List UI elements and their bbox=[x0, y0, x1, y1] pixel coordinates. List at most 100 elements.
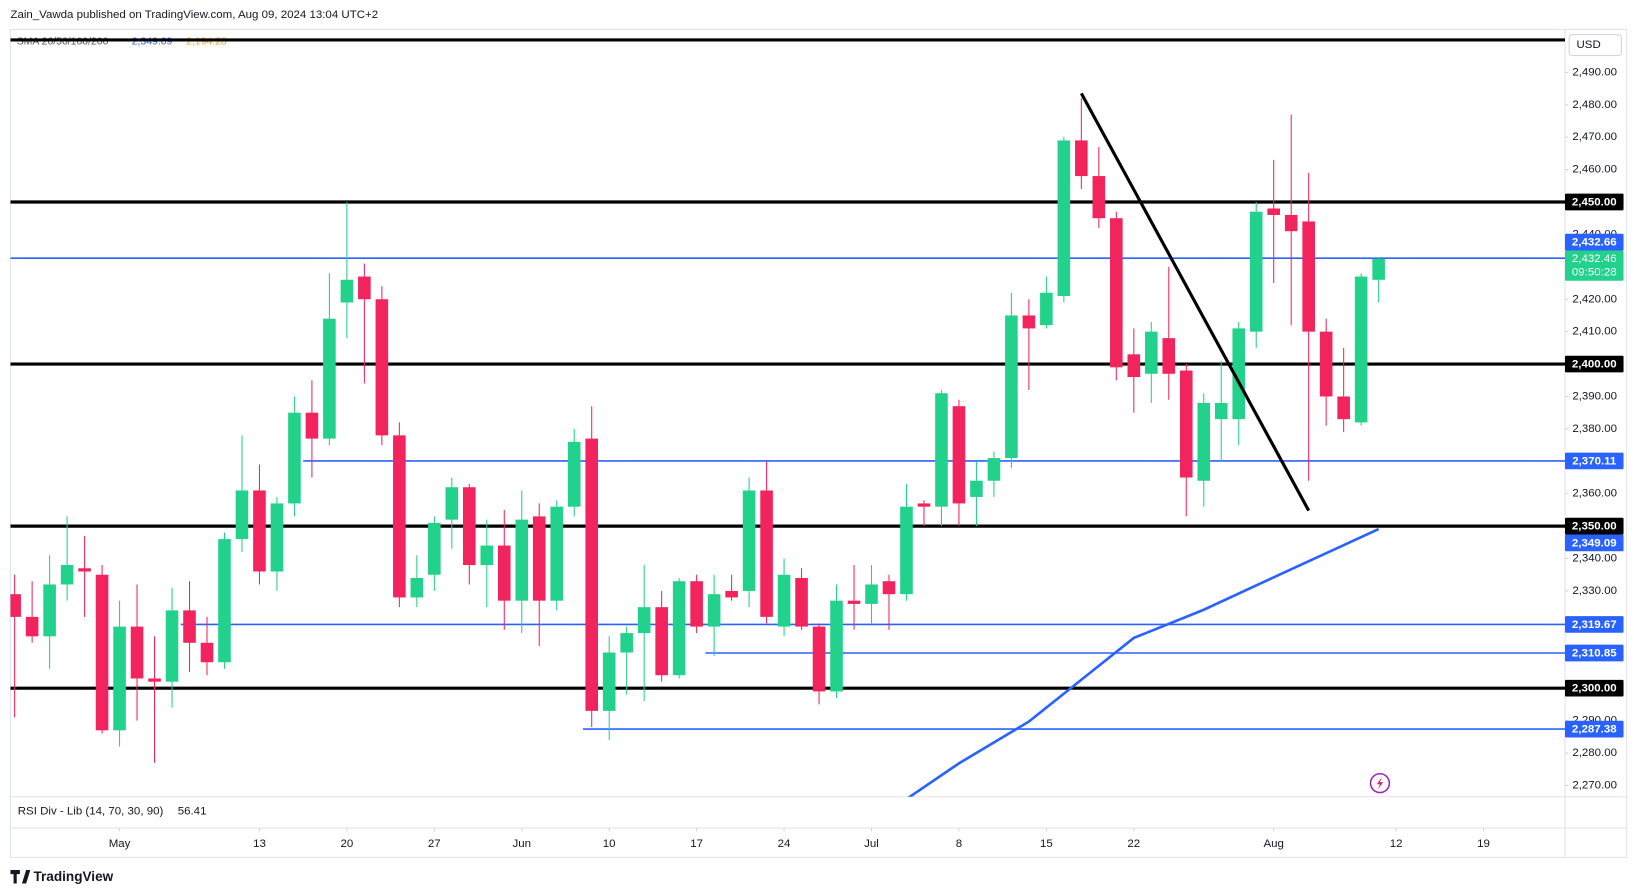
candle-body bbox=[480, 545, 494, 566]
candle-body bbox=[445, 487, 459, 520]
candle-body bbox=[1302, 221, 1315, 332]
y-tick-label: 2,340.00 bbox=[1572, 553, 1617, 565]
footer-logo: TradingView bbox=[10, 869, 114, 884]
candle-body bbox=[952, 406, 966, 504]
brand: TradingView bbox=[33, 869, 113, 884]
sub-pane-title: RSI Div - Lib (14, 70, 30, 90) bbox=[18, 805, 164, 817]
candle-body bbox=[865, 584, 878, 604]
level-tag: 2,432.66 bbox=[1572, 237, 1617, 249]
y-tick-label: 2,360.00 bbox=[1572, 488, 1617, 500]
candle-body bbox=[795, 577, 808, 627]
x-tick-label: 15 bbox=[1040, 838, 1053, 850]
y-tick-label: 2,490.00 bbox=[1572, 66, 1617, 78]
candle-body bbox=[358, 276, 371, 300]
candle-body bbox=[375, 299, 389, 436]
x-tick-label: Jun bbox=[512, 838, 531, 850]
candle-body bbox=[970, 480, 983, 497]
currency: USD bbox=[1577, 39, 1601, 51]
y-tick-label: 2,470.00 bbox=[1572, 131, 1617, 143]
candle-body bbox=[235, 490, 249, 540]
level-tag: 2,319.67 bbox=[1572, 619, 1617, 631]
level-tag: 2,350.00 bbox=[1572, 521, 1617, 533]
candle-body bbox=[323, 318, 336, 439]
candle-body bbox=[410, 577, 424, 598]
candle-body bbox=[567, 441, 581, 507]
indicator-legend: SMA 20/50/100/200 2,349.09 2,194.28 bbox=[17, 37, 227, 48]
candle-body bbox=[900, 506, 913, 595]
candle-body bbox=[1372, 258, 1385, 280]
level-tag-box bbox=[1565, 679, 1624, 697]
candle-body bbox=[725, 590, 738, 598]
candle-body bbox=[1179, 370, 1193, 478]
x-tick-label: 17 bbox=[690, 838, 703, 850]
candle-body bbox=[935, 393, 948, 507]
y-tick-label: 2,420.00 bbox=[1572, 293, 1617, 305]
candle-body bbox=[200, 642, 214, 663]
level-tag: 2,287.38 bbox=[1572, 724, 1617, 736]
candle-body bbox=[1162, 338, 1176, 374]
last-price-box bbox=[1565, 250, 1624, 281]
level-tag: 2,450.00 bbox=[1572, 197, 1617, 209]
candle-body bbox=[1267, 208, 1281, 215]
logo-mark bbox=[10, 869, 31, 884]
level-tag: 2,400.00 bbox=[1572, 359, 1617, 371]
indicator-value: 2,194.28 bbox=[186, 37, 227, 48]
indicator-name: SMA 20/50/100/200 bbox=[17, 37, 109, 48]
candle-body bbox=[882, 581, 896, 595]
candle-body bbox=[113, 626, 126, 731]
x-tick-label: 13 bbox=[253, 838, 266, 850]
candle-body bbox=[777, 574, 791, 627]
candle-body bbox=[165, 610, 179, 682]
candle-body bbox=[253, 490, 266, 572]
currency-box[interactable] bbox=[1568, 34, 1622, 57]
sma-tag: 2,349.09 bbox=[1572, 537, 1617, 549]
candle-body bbox=[393, 435, 406, 598]
x-tick-label: Jul bbox=[864, 838, 879, 850]
plot-area bbox=[10, 38, 1566, 797]
y-tick-label: 2,410.00 bbox=[1572, 326, 1617, 338]
level-tag-box bbox=[1565, 517, 1624, 535]
candle-body bbox=[1005, 315, 1018, 459]
candle-body bbox=[532, 516, 546, 601]
candle-body bbox=[1057, 140, 1071, 296]
alert-icon[interactable] bbox=[1369, 772, 1391, 794]
candle-body bbox=[1249, 211, 1263, 332]
x-tick-label: 12 bbox=[1390, 838, 1403, 850]
level-tag: 2,300.00 bbox=[1572, 683, 1617, 695]
level-tag-box bbox=[1565, 193, 1624, 211]
publisher: Zain_Vawda published on TradingView.com,… bbox=[10, 9, 378, 21]
y-tick-label: 2,460.00 bbox=[1572, 164, 1617, 176]
y-tick-label: 2,480.00 bbox=[1572, 99, 1617, 111]
alert-icon-bolt bbox=[1376, 776, 1384, 790]
candle-body bbox=[1337, 396, 1350, 420]
y-tick-label: 2,330.00 bbox=[1572, 585, 1617, 597]
x-tick-label: May bbox=[109, 838, 131, 850]
candle-body bbox=[428, 522, 441, 575]
level-tag-box bbox=[1565, 720, 1624, 738]
candle-body bbox=[60, 565, 74, 585]
y-tick-label: 2,390.00 bbox=[1572, 391, 1617, 403]
candle-body bbox=[602, 652, 616, 711]
candle-body bbox=[463, 487, 476, 566]
indicator-value: 2,349.09 bbox=[132, 37, 173, 48]
candle-body bbox=[270, 503, 284, 572]
level-tag-box bbox=[1565, 452, 1624, 470]
candle-body bbox=[847, 600, 861, 604]
level-tag-box bbox=[1565, 355, 1624, 373]
candle-body bbox=[1110, 218, 1123, 368]
candle-body bbox=[10, 594, 21, 617]
candle-body bbox=[917, 503, 931, 507]
candle-body bbox=[497, 545, 511, 601]
candle-body bbox=[25, 616, 39, 637]
level-tag-box bbox=[1565, 233, 1624, 251]
candle-body bbox=[550, 506, 564, 601]
countdown: 09:50:28 bbox=[1572, 266, 1617, 278]
candle-body bbox=[672, 581, 686, 676]
candle-body bbox=[1354, 276, 1368, 423]
candle-body bbox=[78, 568, 91, 572]
x-tick-label: 20 bbox=[341, 838, 354, 850]
candle-body bbox=[1319, 331, 1333, 397]
